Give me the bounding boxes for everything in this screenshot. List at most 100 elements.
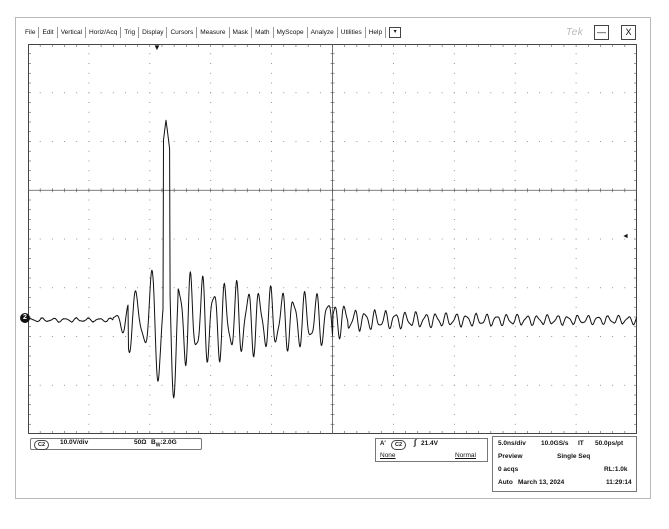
graticule-dot (271, 404, 273, 406)
graticule-dot (271, 394, 273, 396)
graticule-dot (392, 404, 394, 406)
graticule-dot (441, 384, 443, 386)
graticule-dot (563, 238, 565, 240)
trigger-position-marker[interactable]: ▼ (153, 43, 161, 52)
menu-item-analyze[interactable]: Analyze (308, 26, 338, 38)
graticule-dot (149, 414, 151, 415)
graticule-dot (271, 82, 273, 84)
graticule-dot (551, 92, 553, 94)
graticule-dot (514, 306, 516, 308)
graticule-dot (246, 336, 248, 337)
menu-item-utilities[interactable]: Utilities (338, 26, 366, 38)
menu-overflow-dropdown[interactable]: ▾ (389, 26, 402, 38)
graticule-dot (39, 384, 41, 386)
graticule-dot (51, 384, 53, 386)
graticule-dot (88, 131, 90, 133)
graticule-dot (551, 336, 553, 337)
graticule-dot (307, 384, 309, 386)
graticule-dot (149, 384, 151, 386)
graticule-dot (514, 131, 516, 133)
graticule-dot (210, 394, 212, 396)
graticule-dot (417, 141, 419, 142)
graticule-dot (453, 316, 455, 318)
menu-item-display[interactable]: Display (139, 26, 168, 38)
graticule-dot (271, 111, 273, 113)
graticule-dot (380, 336, 382, 337)
channel-readout[interactable] (30, 438, 202, 450)
menu-item-math[interactable]: Math (252, 26, 274, 38)
graticule-dot (210, 258, 212, 259)
graticule-dot (88, 326, 90, 328)
minimize-button[interactable]: — (594, 25, 609, 40)
graticule-dot (575, 102, 577, 103)
graticule-dot (453, 375, 455, 376)
graticule-dot (612, 384, 614, 386)
graticule-dot (149, 336, 151, 337)
graticule-dot (392, 258, 394, 259)
graticule-dot (100, 384, 102, 386)
graticule-dot (429, 287, 431, 289)
graticule-dot (88, 384, 90, 386)
graticule-dot (222, 238, 224, 240)
graticule-dot (271, 258, 273, 259)
graticule-dot (368, 287, 370, 289)
menu-item-mask[interactable]: Mask (230, 26, 253, 38)
menu-item-help[interactable]: Help (366, 26, 387, 38)
graticule-dot (173, 287, 175, 289)
graticule-dot (149, 82, 151, 84)
graticule-dot (453, 160, 455, 162)
graticule-dot (271, 141, 273, 142)
graticule-dot (514, 277, 516, 279)
trigger-readout[interactable] (375, 438, 488, 462)
graticule-dot (210, 375, 212, 376)
graticule-dot (575, 375, 577, 376)
graticule-dot (392, 267, 394, 269)
graticule-dot (453, 306, 455, 308)
graticule-dot (514, 267, 516, 269)
graticule-dot (137, 238, 139, 240)
graticule-dot (39, 92, 41, 94)
menu-item-horiz-acq[interactable]: Horiz/Acq (86, 26, 122, 38)
menu-item-file[interactable]: File (22, 26, 40, 38)
graticule-dot (88, 297, 90, 298)
waveform-display[interactable] (28, 44, 637, 434)
graticule-dot (271, 131, 273, 133)
graticule-dot (575, 384, 577, 386)
graticule-dot (124, 287, 126, 289)
graticule-dot (185, 92, 187, 94)
graticule-dot (271, 267, 273, 269)
graticule-dot (88, 345, 90, 347)
menu-item-myscope[interactable]: MyScope (274, 26, 308, 38)
graticule-dot (453, 297, 455, 298)
acquisition-readout[interactable] (492, 436, 637, 492)
channel-2-ground-marker[interactable]: 2 (20, 313, 30, 323)
graticule-dot (514, 345, 516, 347)
menu-item-edit[interactable]: Edit (39, 26, 58, 38)
menu-item-trig[interactable]: Trig (121, 26, 140, 38)
trigger-level: 21.4V (421, 440, 438, 447)
graticule-dot (514, 394, 516, 396)
trigger-level-marker[interactable]: ◄ (622, 233, 629, 240)
graticule-dot (185, 384, 187, 386)
menu-item-measure[interactable]: Measure (197, 26, 230, 38)
graticule-dot (271, 238, 273, 240)
menu-item-vertical[interactable]: Vertical (58, 26, 87, 38)
graticule-dot (417, 238, 419, 240)
close-button[interactable]: X (621, 25, 636, 40)
graticule-dot (344, 141, 346, 142)
graticule-dot (514, 248, 516, 250)
graticule-dot (575, 53, 577, 55)
graticule-dot (539, 238, 541, 240)
graticule-dot (88, 355, 90, 357)
graticule-dot (368, 92, 370, 94)
graticule-dot (210, 199, 212, 201)
graticule-dot (465, 238, 467, 240)
graticule-dot (271, 336, 273, 337)
menu-item-cursors[interactable]: Cursors (167, 26, 198, 38)
graticule-dot (392, 102, 394, 103)
graticule-dot (210, 121, 212, 123)
graticule-dot (307, 141, 309, 142)
graticule-dot (149, 53, 151, 55)
graticule-dot (478, 92, 480, 94)
graticule-dot (88, 365, 90, 367)
